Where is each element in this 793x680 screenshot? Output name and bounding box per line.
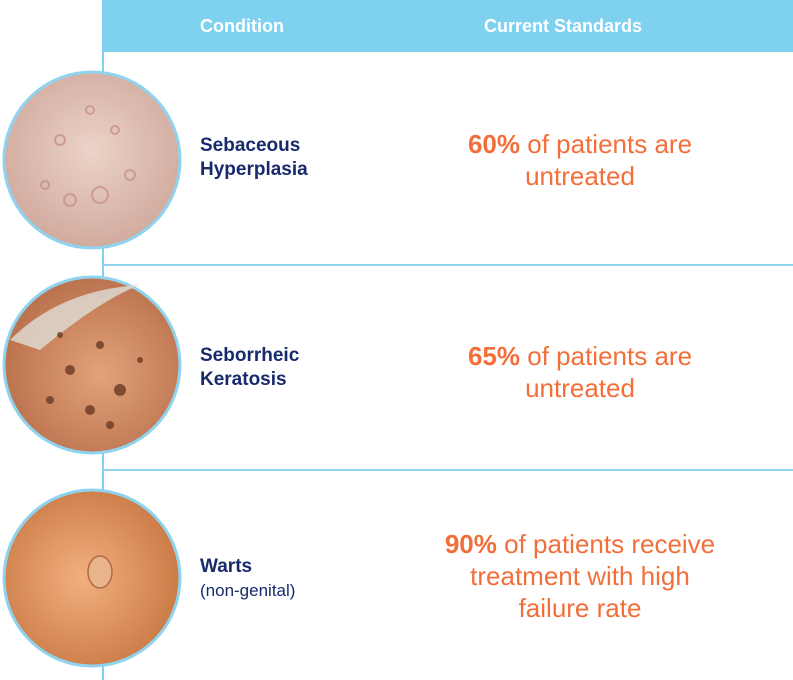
- header-condition: Condition: [200, 16, 284, 36]
- standard-line: treatment with high: [400, 560, 760, 592]
- standard-text: of patients are: [527, 341, 693, 371]
- condition-name: Warts: [200, 556, 253, 577]
- condition: Sebaceous Hyperplasia: [200, 135, 308, 180]
- photos: [2, 70, 182, 668]
- standard-line: untreated: [400, 160, 760, 192]
- condition-note: (non-genital): [200, 581, 296, 600]
- standard: 60% of patients are untreated: [400, 128, 760, 192]
- standard-text: untreated: [525, 373, 635, 403]
- stat: 90%: [444, 529, 497, 559]
- standard-text: treatment with high: [470, 561, 690, 591]
- standard-text: of patients are: [527, 129, 693, 159]
- standard-text: of patients receive: [504, 529, 716, 559]
- standard-line: 60% of patients are: [400, 128, 760, 160]
- divider: [103, 264, 793, 266]
- standard-line: 65% of patients are: [400, 340, 760, 372]
- standard-line: untreated: [400, 372, 760, 404]
- standard-text: untreated: [525, 161, 635, 191]
- stat: 60%: [467, 129, 521, 159]
- divider: [103, 469, 793, 471]
- standard-text: failure rate: [518, 593, 642, 623]
- standard: 90% of patients receive treatment with hi…: [400, 528, 760, 624]
- standard-line: failure rate: [400, 592, 760, 624]
- header-bar: [103, 0, 793, 52]
- photo-sebaceous: [2, 70, 182, 250]
- condition: Seborrheic Keratosis: [200, 345, 300, 390]
- standard: 65% of patients are untreated: [400, 340, 760, 404]
- condition: Warts (non-genital): [200, 555, 360, 603]
- standard-line: 90% of patients receive: [400, 528, 760, 560]
- stat: 65%: [467, 341, 521, 371]
- header-standards: Current Standards: [484, 16, 643, 36]
